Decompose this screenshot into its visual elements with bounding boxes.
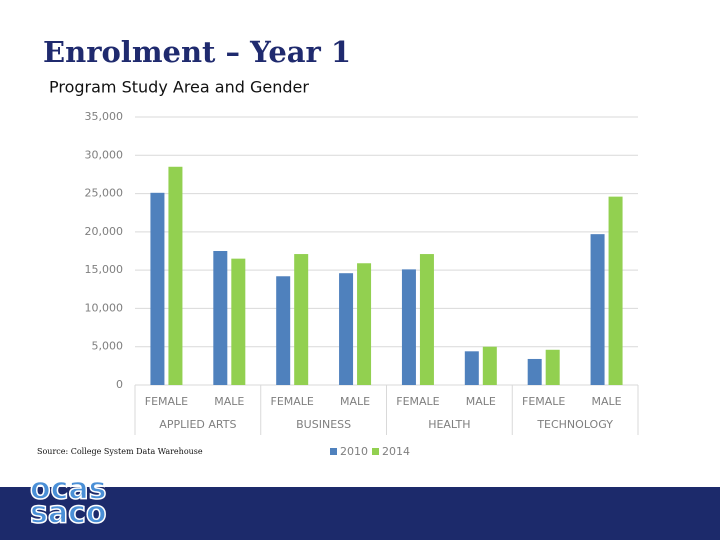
bar [150, 192, 165, 385]
bar [608, 196, 623, 385]
x-tick-label: MALE [592, 395, 622, 408]
bar [464, 351, 479, 385]
source-note: Source: College System Data Warehouse [37, 447, 203, 456]
legend-swatch [330, 448, 337, 455]
y-tick-label: 5,000 [92, 340, 124, 353]
bar [401, 269, 416, 385]
y-tick-label: 35,000 [85, 110, 124, 123]
bar [527, 358, 542, 385]
bar [482, 346, 497, 385]
bar [168, 166, 183, 385]
group-label: HEALTH [428, 418, 470, 431]
chart: 0 5,000 10,000 15,000 20,000 25,000 30,000 35,0… [85, 110, 639, 458]
bar [357, 263, 372, 385]
y-tick-label: 15,000 [85, 263, 124, 276]
bar [419, 254, 434, 385]
x-tick-label: FEMALE [522, 395, 565, 408]
x-tick-label: FEMALE [271, 395, 314, 408]
y-tick-label: 0 [116, 378, 123, 391]
y-tick-label: 10,000 [85, 301, 124, 314]
bar [231, 258, 246, 385]
bar [339, 273, 354, 385]
logo-text: ocas [30, 472, 107, 507]
x-tick-label: MALE [340, 395, 370, 408]
x-tick-label: MALE [466, 395, 496, 408]
logo-text: saco [30, 496, 107, 531]
group-label: APPLIED ARTS [159, 418, 236, 431]
group-label: TECHNOLOGY [536, 418, 613, 431]
footer-band [0, 487, 720, 540]
bar [276, 276, 291, 385]
legend-label: 2014 [382, 445, 410, 458]
legend-swatch [372, 448, 379, 455]
group-label: BUSINESS [296, 418, 351, 431]
y-tick-label: 30,000 [85, 148, 124, 161]
y-tick-label: 20,000 [85, 225, 124, 238]
slide-title: Enrolment – Year 1 [43, 35, 351, 69]
bar [545, 349, 560, 385]
legend-label: 2010 [340, 445, 368, 458]
bar [590, 234, 605, 385]
x-tick-label: MALE [214, 395, 244, 408]
bar [294, 254, 309, 385]
bar [213, 251, 228, 385]
x-tick-label: FEMALE [396, 395, 439, 408]
slide-subtitle: Program Study Area and Gender [49, 78, 309, 97]
x-tick-label: FEMALE [145, 395, 188, 408]
y-tick-label: 25,000 [85, 187, 124, 200]
